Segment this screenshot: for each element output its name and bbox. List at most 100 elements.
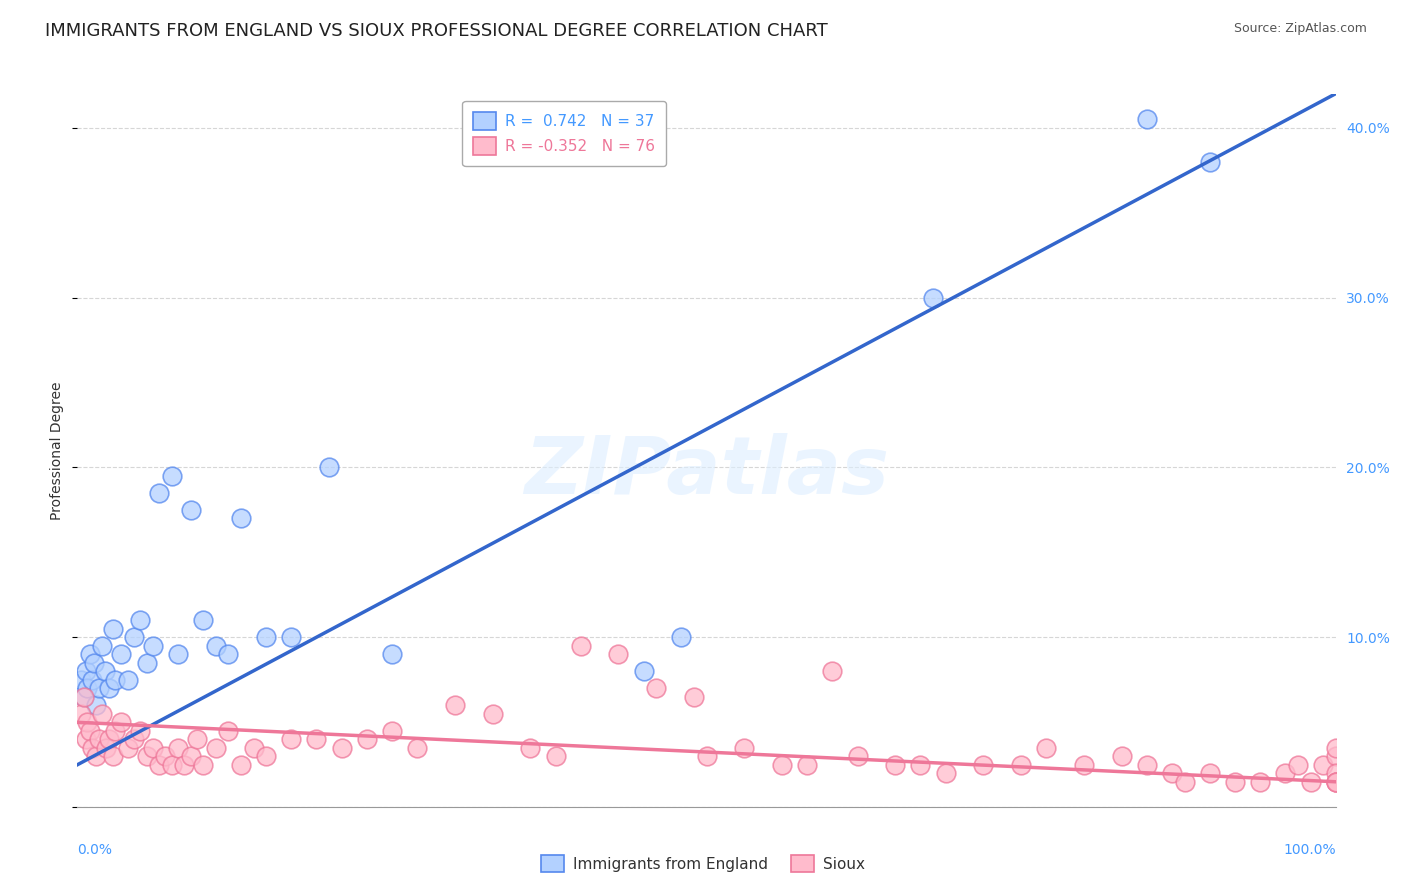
Point xyxy=(186,732,208,747)
Point xyxy=(135,749,157,764)
Point xyxy=(481,706,503,721)
Point xyxy=(242,740,264,755)
Point xyxy=(142,740,165,755)
Point xyxy=(76,681,98,696)
Point xyxy=(167,648,190,662)
Point xyxy=(76,715,98,730)
Point xyxy=(696,749,718,764)
Point xyxy=(1312,757,1334,772)
Point xyxy=(229,511,252,525)
Text: IMMIGRANTS FROM ENGLAND VS SIOUX PROFESSIONAL DEGREE CORRELATION CHART: IMMIGRANTS FROM ENGLAND VS SIOUX PROFESS… xyxy=(45,22,828,40)
Point xyxy=(110,648,132,662)
Point xyxy=(83,656,105,670)
Text: 100.0%: 100.0% xyxy=(1284,843,1336,857)
Point xyxy=(204,639,226,653)
Point xyxy=(280,631,302,645)
Point xyxy=(1073,757,1095,772)
Point xyxy=(254,749,277,764)
Point xyxy=(97,681,120,696)
Point xyxy=(519,740,541,755)
Legend: Immigrants from England, Sioux: Immigrants from England, Sioux xyxy=(533,847,873,880)
Point xyxy=(122,631,145,645)
Point xyxy=(79,648,101,662)
Point xyxy=(180,749,202,764)
Point xyxy=(796,757,818,772)
Point xyxy=(1111,749,1133,764)
Point xyxy=(84,698,107,713)
Point xyxy=(94,665,117,679)
Point xyxy=(544,749,567,764)
Point xyxy=(75,732,97,747)
Point xyxy=(122,732,145,747)
Point xyxy=(87,681,110,696)
Point xyxy=(142,639,165,653)
Point xyxy=(1174,774,1197,789)
Y-axis label: Professional Degree: Professional Degree xyxy=(51,381,65,520)
Point xyxy=(1249,774,1271,789)
Point xyxy=(1324,774,1347,789)
Point xyxy=(1274,766,1296,780)
Point xyxy=(173,757,195,772)
Point xyxy=(82,673,104,687)
Point xyxy=(101,622,124,636)
Point xyxy=(129,613,152,627)
Point xyxy=(645,681,668,696)
Point xyxy=(770,757,793,772)
Point xyxy=(167,740,190,755)
Point xyxy=(683,690,706,704)
Point xyxy=(1136,112,1159,127)
Point xyxy=(82,740,104,755)
Point xyxy=(191,757,215,772)
Point xyxy=(117,673,139,687)
Point xyxy=(84,749,107,764)
Point xyxy=(1199,766,1222,780)
Point xyxy=(1324,740,1347,755)
Point xyxy=(101,749,124,764)
Point xyxy=(96,740,118,755)
Point xyxy=(75,665,97,679)
Point xyxy=(884,757,907,772)
Point xyxy=(305,732,328,747)
Point xyxy=(1324,766,1347,780)
Point xyxy=(922,291,945,305)
Point xyxy=(1324,774,1347,789)
Point xyxy=(160,757,183,772)
Point xyxy=(1324,774,1347,789)
Point xyxy=(191,613,215,627)
Text: 0.0%: 0.0% xyxy=(77,843,112,857)
Legend: R =  0.742   N = 37, R = -0.352   N = 76: R = 0.742 N = 37, R = -0.352 N = 76 xyxy=(463,102,666,166)
Point xyxy=(91,706,114,721)
Point xyxy=(280,732,302,747)
Point xyxy=(135,656,157,670)
Point xyxy=(129,723,152,738)
Point xyxy=(217,723,239,738)
Point xyxy=(70,673,93,687)
Point xyxy=(318,460,340,475)
Point xyxy=(935,766,957,780)
Point xyxy=(1136,757,1159,772)
Point xyxy=(406,740,429,755)
Point xyxy=(70,706,93,721)
Point xyxy=(160,469,183,483)
Point xyxy=(1199,154,1222,169)
Point xyxy=(330,740,353,755)
Point xyxy=(180,503,202,517)
Point xyxy=(910,757,932,772)
Point xyxy=(1161,766,1184,780)
Point xyxy=(79,723,101,738)
Point xyxy=(733,740,755,755)
Point xyxy=(1035,740,1057,755)
Point xyxy=(972,757,994,772)
Point xyxy=(821,665,844,679)
Point xyxy=(104,723,127,738)
Point xyxy=(1010,757,1032,772)
Point xyxy=(97,732,120,747)
Point xyxy=(1299,774,1322,789)
Point xyxy=(381,723,404,738)
Point xyxy=(87,732,110,747)
Point xyxy=(381,648,404,662)
Point xyxy=(1286,757,1309,772)
Point xyxy=(148,486,170,500)
Point xyxy=(72,690,94,704)
Point xyxy=(607,648,630,662)
